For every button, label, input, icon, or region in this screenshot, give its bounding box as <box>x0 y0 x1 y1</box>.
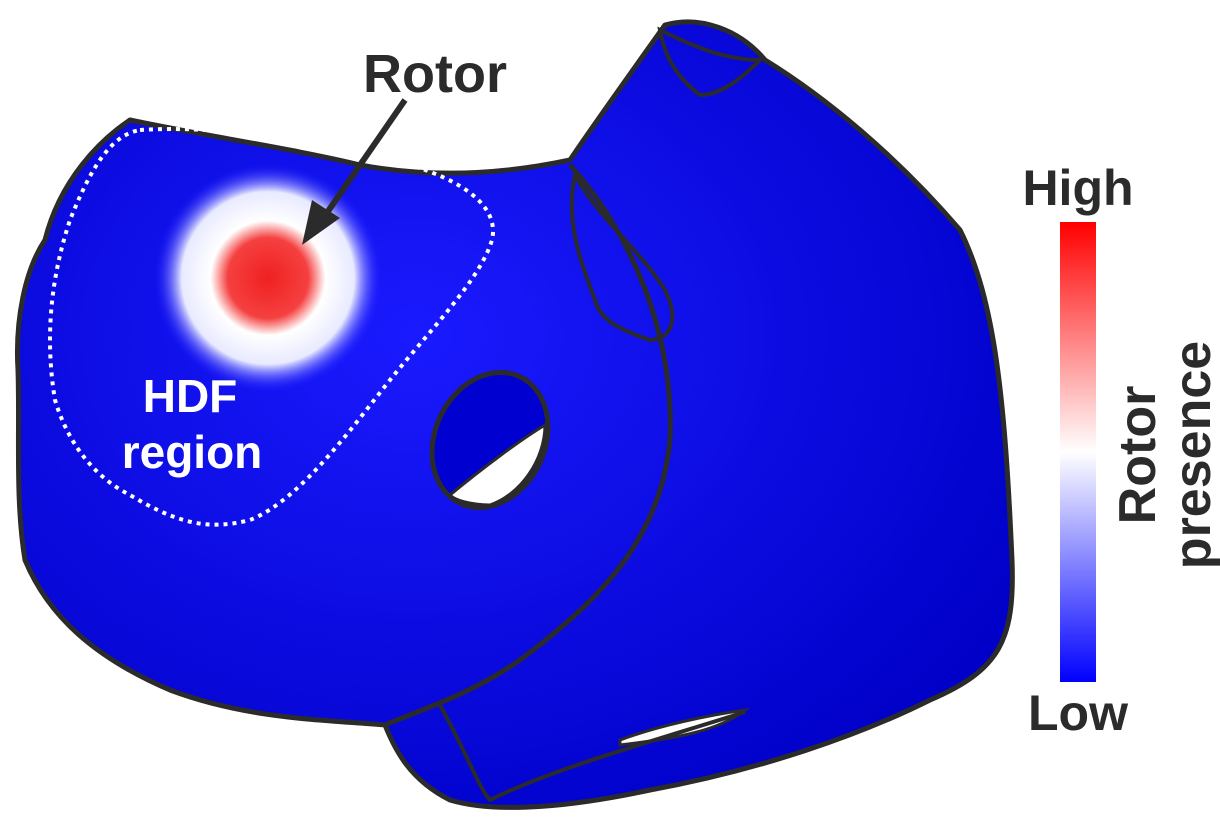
seam-line <box>384 163 673 728</box>
rotor-label: Rotor <box>363 44 507 104</box>
hdf-region-outline <box>48 127 496 527</box>
colorbar-low: Low <box>1028 685 1128 741</box>
arrow-head <box>302 200 340 245</box>
appendage-fold <box>657 26 765 98</box>
appendage-outline <box>569 169 675 343</box>
lower-fold <box>438 704 746 803</box>
colorbar-title: Rotor <box>1109 386 1167 525</box>
rotor-hotspot <box>153 163 383 393</box>
region-label: region <box>122 426 263 478</box>
colorbar-title: presence <box>1164 341 1220 569</box>
annotation-arrow <box>319 98 408 222</box>
colorbar <box>1060 222 1096 682</box>
hdf-label: HDF <box>143 370 238 422</box>
colorbar-high: High <box>1022 160 1133 216</box>
vein-gap <box>447 422 547 507</box>
